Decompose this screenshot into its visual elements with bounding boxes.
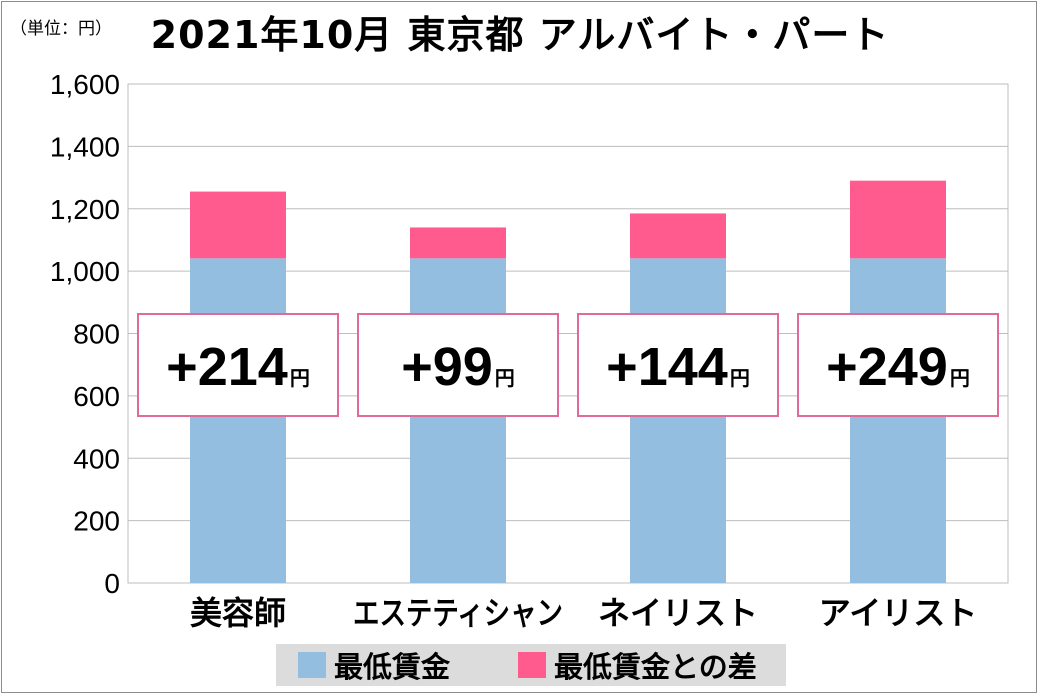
callout-label: +214 円 [166,337,310,397]
y-tick-label: 1,000 [50,256,120,287]
difference-callout: +214 円 [137,313,339,417]
callout-box [137,313,339,417]
legend-swatch-base [298,652,326,678]
callout-box [797,313,999,417]
x-category-label: エステティシャン [353,594,563,632]
y-tick-label: 1,200 [50,194,120,225]
y-tick-label: 0 [104,568,120,599]
x-category-label: アイリスト [819,594,977,632]
bar-base [410,258,506,583]
bar-base [190,258,286,583]
difference-callouts: +214 円 +99 円 +144 円 +249 円 [137,313,999,417]
bar-diff [850,180,946,259]
callout-unit: 円 [950,366,970,390]
legend-item-base: 最低賃金 [298,644,450,686]
bar-base [850,258,946,583]
y-tick-label: 1,400 [50,131,120,162]
callout-box [577,313,779,417]
callout-value: +99 [401,337,493,397]
bar-diff [410,227,506,259]
callout-unit: 円 [290,366,310,390]
y-tick-label: 1,600 [50,69,120,100]
callout-box [357,313,559,417]
callout-unit: 円 [495,366,515,390]
callout-label: +99 円 [401,337,515,397]
y-axis: 0 200 400 600 800 1,000 1,200 1,400 1,600 [50,69,120,599]
bar-diff [630,213,726,259]
callout-label: +249 円 [826,337,970,397]
chart-title: 2021年10月 東京都 アルバイト・パート [150,13,890,57]
unit-label: （単位：円） [10,19,112,39]
callout-value: +249 [826,337,948,397]
callout-unit: 円 [730,366,750,390]
callout-value: +214 [166,337,288,397]
bar-diff [190,191,286,259]
difference-callout: +249 円 [797,313,999,417]
y-tick-label: 600 [73,381,120,412]
y-tick-label: 200 [73,506,120,537]
legend-item-diff: 最低賃金との差 [518,644,757,686]
legend: 最低賃金 最低賃金との差 [276,644,786,686]
difference-callout: +144 円 [577,313,779,417]
difference-callout: +99 円 [357,313,559,417]
y-tick-label: 400 [73,443,120,474]
x-category-label: ネイリスト [598,594,758,632]
callout-value: +144 [606,337,728,397]
y-tick-label: 800 [73,319,120,350]
legend-label-diff: 最低賃金との差 [554,650,757,684]
legend-label-base: 最低賃金 [334,650,451,684]
legend-swatch-diff [518,652,546,678]
x-category-label: 美容師 [190,594,286,632]
x-axis-categories: 美容師 エステティシャン ネイリスト アイリスト [190,594,977,632]
callout-label: +144 円 [606,337,750,397]
bar-base [630,258,726,583]
bars [190,180,946,583]
